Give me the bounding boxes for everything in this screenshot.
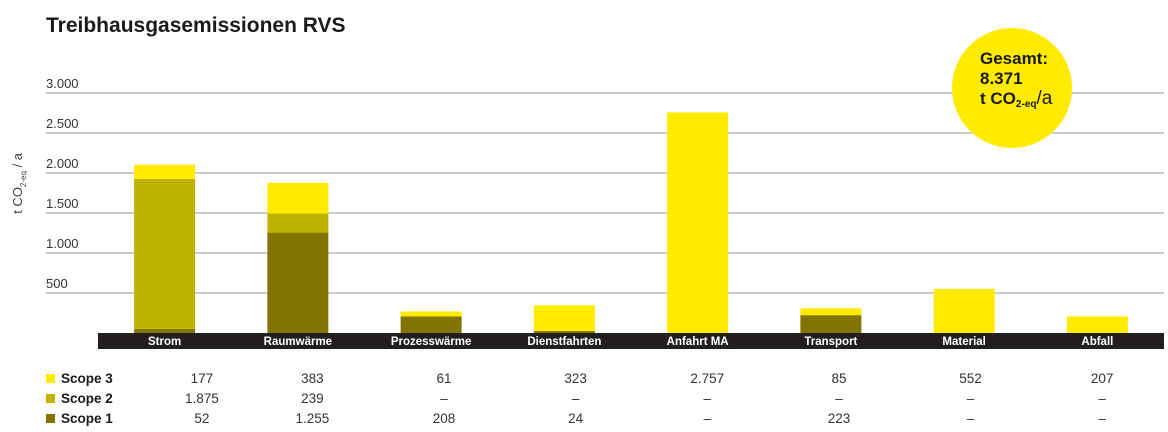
bar-chart: 500 1.000 1.500 2.000 2.500 3.000 Strom Raumwär… xyxy=(46,76,1164,349)
total-unit: t CO2-eq/a xyxy=(980,88,1053,111)
data-value: 52 xyxy=(194,410,210,426)
data-value: 24 xyxy=(568,410,584,426)
data-value: – xyxy=(703,410,712,426)
bar-segment-scope-3 xyxy=(400,311,462,317)
legend-swatch xyxy=(46,373,55,383)
category-label: Transport xyxy=(804,336,857,348)
table-row: Scope 2 1.875 239 – – – – – – xyxy=(46,388,1168,408)
data-value: 2.757 xyxy=(690,370,725,386)
data-value: 323 xyxy=(564,370,587,386)
data-value: 383 xyxy=(301,370,324,386)
bar-segment-scope-1 xyxy=(400,316,462,333)
value-table: Scope 3 177 383 61 323 2.757 85 552 207 Scope 2 1.… xyxy=(46,368,1168,428)
category-label: Material xyxy=(942,336,985,348)
data-value: 1.255 xyxy=(295,410,330,426)
data-value: – xyxy=(835,390,843,406)
bar-segment-scope-1 xyxy=(533,331,595,333)
data-value: – xyxy=(440,390,448,406)
bar-segment-scope-1 xyxy=(134,328,196,333)
data-value: – xyxy=(1098,390,1106,406)
total-value: 8.371 xyxy=(980,69,1023,88)
bar-segment-scope-3 xyxy=(933,288,995,333)
data-value: 177 xyxy=(190,370,214,386)
legend-label: Scope 1 xyxy=(61,410,113,426)
data-value: 1.875 xyxy=(184,390,219,406)
data-value: – xyxy=(966,410,975,426)
category-band xyxy=(98,333,1164,349)
total-heading: Gesamt: xyxy=(980,49,1049,68)
category-label: Dienstfahrten xyxy=(527,336,601,348)
y-tick-label: 1.000 xyxy=(46,236,79,251)
bar-segment-scope-3 xyxy=(533,305,595,332)
category-label: Abfall xyxy=(1081,336,1113,348)
bar-segment-scope-3 xyxy=(134,164,196,179)
data-value: – xyxy=(1098,410,1106,426)
legend-label: Scope 3 xyxy=(61,370,113,386)
legend-entry: Scope 3 xyxy=(46,368,157,388)
y-tick-label: 2.000 xyxy=(46,156,79,171)
bar-segment-scope-3 xyxy=(800,308,862,316)
data-value: 208 xyxy=(432,410,456,426)
chart-title: Treibhausgasemissionen RVS xyxy=(46,14,346,37)
y-tick-label: 500 xyxy=(46,276,68,291)
legend-label: Scope 2 xyxy=(61,390,113,406)
category-label: Prozesswärme xyxy=(391,336,472,348)
bar-segment-scope-2 xyxy=(134,178,196,329)
data-value: 61 xyxy=(436,370,452,386)
data-value: – xyxy=(571,390,580,406)
data-value: 223 xyxy=(827,410,851,426)
bar-segment-scope-3 xyxy=(1066,316,1128,333)
y-tick-label: 3.000 xyxy=(46,76,79,91)
category-label: Anfahrt MA xyxy=(667,336,729,348)
data-value: 207 xyxy=(1090,370,1114,386)
data-value: 85 xyxy=(831,370,847,386)
legend-entry: Scope 2 xyxy=(46,388,157,408)
table-row: Scope 1 52 1.255 208 24 – 223 – – xyxy=(46,408,1168,428)
bar-segment-scope-1 xyxy=(800,315,862,333)
category-label: Raumwärme xyxy=(264,336,332,348)
category-label: Strom xyxy=(148,336,181,348)
total-badge xyxy=(952,28,1072,148)
legend-entry: Scope 1 xyxy=(46,408,157,428)
table-row: Scope 3 177 383 61 323 2.757 85 552 207 xyxy=(46,368,1168,388)
data-value: 552 xyxy=(959,370,982,386)
bar-segment-scope-1 xyxy=(267,232,329,333)
data-value: – xyxy=(966,390,975,406)
data-value: 239 xyxy=(301,390,324,406)
data-value: – xyxy=(703,390,712,406)
legend-swatch xyxy=(46,393,55,403)
y-tick-label: 2.500 xyxy=(46,116,79,131)
y-tick-label: 1.500 xyxy=(46,196,79,211)
bar-segment-scope-3 xyxy=(267,182,329,214)
legend-swatch xyxy=(46,413,55,423)
bar-segment-scope-2 xyxy=(267,213,329,233)
bar-segment-scope-3 xyxy=(667,112,729,333)
total-text: Gesamt: 8.371 t CO2-eq/a xyxy=(980,49,1052,115)
